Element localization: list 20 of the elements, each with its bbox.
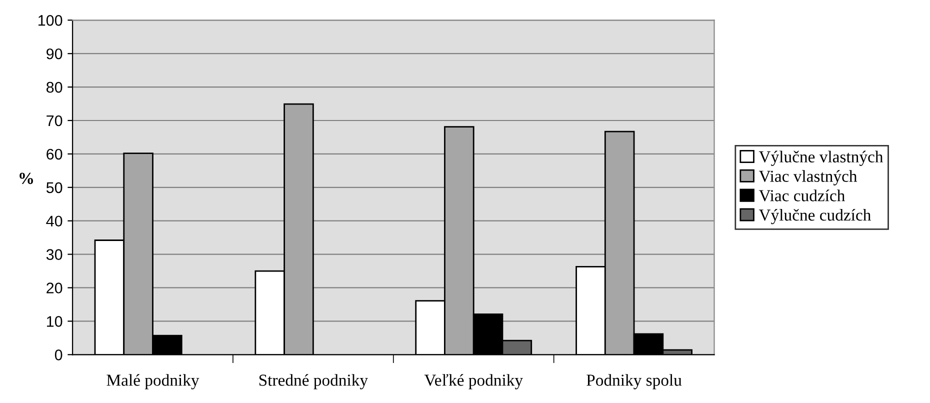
y-tick-label: 0 [54,350,62,360]
y-tick-label: 80 [46,82,62,93]
y-tick-label: 100 [38,15,62,26]
y-tick-label: 40 [46,216,62,227]
y-tick-label: 60 [46,148,62,160]
legend-label: Výlučne cudzích [758,208,871,224]
legend-label: Výlučne vlastných [758,150,884,166]
legend-label: Viac cudzích [758,190,845,202]
y-tick-label: 50 [46,182,62,194]
y-tick-label: 30 [46,249,62,260]
y-tick-label: 20 [46,282,62,294]
x-tick-label: Malé podniky [106,374,200,390]
legend-label: Viac vlastných [758,170,858,186]
x-tick-label: Podniky spolu [586,374,682,390]
x-tick-label: Stredné podniky [259,374,368,390]
y-tick-label: 90 [46,48,62,60]
x-tick-label: Veľké podniky [424,374,523,390]
y-tick-label: 10 [46,316,62,327]
y-axis-title: % [20,172,33,184]
y-tick-label: 70 [46,115,62,126]
